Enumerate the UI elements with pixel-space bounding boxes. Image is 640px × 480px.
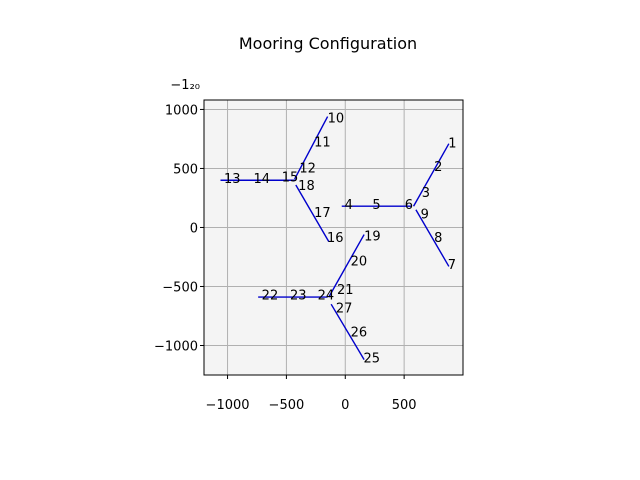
chart-title: Mooring Configuration <box>239 34 417 53</box>
x-tick-label: 500 <box>392 398 417 413</box>
point-label: 13 <box>224 172 241 187</box>
point-label: 6 <box>405 198 413 213</box>
mooring-line <box>415 209 450 267</box>
mooring-line <box>295 184 330 242</box>
mooring-line <box>328 234 365 298</box>
mooring-line <box>294 116 329 180</box>
point-label: 16 <box>327 231 344 246</box>
point-label: 14 <box>253 172 270 187</box>
y-tick-label: 1000 <box>165 103 198 118</box>
point-label: 1 <box>448 136 456 151</box>
point-label: 17 <box>314 206 331 221</box>
point-label: 4 <box>345 198 353 213</box>
point-label: 25 <box>364 351 381 366</box>
point-label: 24 <box>318 289 335 304</box>
point-label: 20 <box>351 255 368 270</box>
point-label: 15 <box>282 171 299 186</box>
x-tick-label: 0 <box>341 398 349 413</box>
point-label: 3 <box>422 186 430 201</box>
plot-background <box>204 100 463 375</box>
x-tick-label: −1000 <box>206 398 250 413</box>
point-label: 10 <box>328 112 345 127</box>
point-label: 18 <box>298 179 315 194</box>
point-label: 26 <box>351 325 368 340</box>
y-tick-label: −500 <box>162 280 198 295</box>
point-label: 21 <box>337 283 354 298</box>
point-label: 27 <box>336 302 353 317</box>
y-tick-label: 0 <box>190 221 198 236</box>
point-label: 8 <box>434 231 442 246</box>
mooring-line <box>412 143 450 207</box>
plot-frame <box>203 99 464 376</box>
point-label: 11 <box>314 135 331 150</box>
y-tick-label: −1000 <box>154 339 198 354</box>
point-label: 5 <box>372 198 380 213</box>
point-label: 12 <box>299 161 316 176</box>
y-tick-label: 500 <box>173 162 198 177</box>
point-label: 23 <box>290 289 307 304</box>
x-tick-label: −500 <box>269 398 305 413</box>
point-label: 7 <box>448 258 456 273</box>
corner-tick-label: −1₂₀ <box>170 78 200 93</box>
point-label: 2 <box>434 160 442 175</box>
point-label: 22 <box>262 289 279 304</box>
mooring-line <box>330 303 365 361</box>
point-label: 9 <box>421 207 429 222</box>
point-label: 19 <box>364 230 381 245</box>
